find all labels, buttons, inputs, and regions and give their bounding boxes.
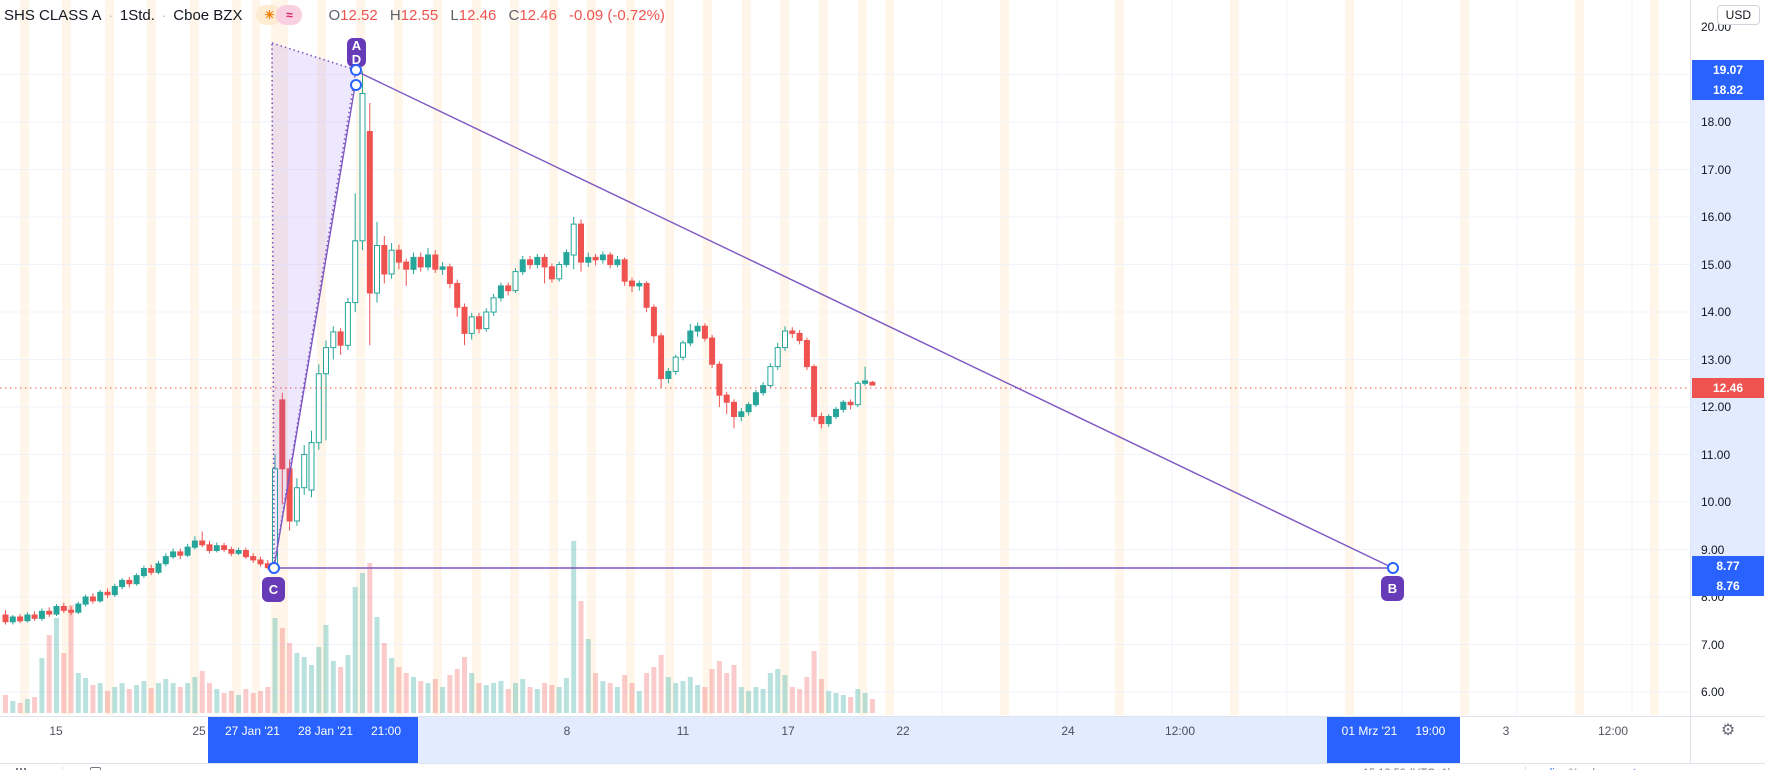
price-axis-badge-8.77[interactable]: 8.77 — [1692, 556, 1764, 576]
separator-dot: · — [161, 7, 167, 23]
price-axis-label: 9.00 — [1701, 543, 1725, 557]
separator-dot: · — [108, 7, 113, 23]
price-axis-badge-19.07[interactable]: 19.07 — [1692, 60, 1764, 80]
price-axis-label: 11.00 — [1701, 448, 1731, 462]
drawing-point-label-b[interactable]: B — [1381, 576, 1404, 601]
sunrise-premarket-icon[interactable]: ☀ — [256, 5, 283, 25]
price-axis-label: 14.00 — [1701, 305, 1732, 319]
footer-divider — [62, 766, 63, 770]
drawing-handle-d[interactable] — [350, 79, 362, 91]
time-axis-label: 22 — [896, 724, 910, 738]
high-value: 12.55 — [400, 6, 439, 24]
open-value: 12.52 — [340, 6, 378, 24]
scale-settings-group: adj% log auto — [1540, 767, 1657, 770]
change-value: -0.09 (-0.72%) — [569, 6, 665, 24]
price-axis-label: 16.00 — [1701, 210, 1732, 224]
bottom-toolbar: 15:12:50 (UTC+1) adj% log auto — [0, 763, 1765, 770]
volume-series — [3, 541, 875, 713]
price-axis-label: 15.00 — [1701, 258, 1732, 272]
scale-mode-adj[interactable]: adj — [1540, 767, 1555, 770]
open-label: O — [328, 6, 341, 24]
drawing-point-label-c[interactable]: C — [262, 577, 285, 602]
price-axis-label: 6.00 — [1701, 685, 1725, 699]
price-axis-label: 10.00 — [1701, 495, 1732, 509]
interval-label[interactable]: 1Std. — [119, 6, 155, 24]
price-axis-label: 17.00 — [1701, 163, 1732, 177]
time-axis-label: 17 — [781, 724, 795, 738]
drawing-handle-c[interactable] — [268, 562, 280, 574]
clock-readout[interactable]: 15:12:50 (UTC+1) — [1363, 767, 1451, 770]
calendar-goto-icon[interactable] — [90, 767, 101, 770]
high-label: H — [389, 6, 401, 24]
time-axis-badge[interactable]: 27 Jan '21 28 Jan '21 21:00 — [208, 717, 418, 763]
price-axis-label: 7.00 — [1701, 638, 1725, 652]
drawing-handle-a[interactable] — [350, 64, 362, 76]
low-label: L — [450, 6, 459, 24]
footer-divider — [1525, 766, 1526, 770]
drawing-handle-b[interactable] — [1387, 562, 1399, 574]
time-axis-label: 15 — [49, 724, 63, 738]
price-axis-label: 13.00 — [1701, 353, 1732, 367]
chart-plot-area[interactable] — [0, 0, 1690, 763]
price-axis-label: 12.00 — [1701, 400, 1732, 414]
time-axis-label: 3 — [1502, 724, 1510, 738]
symbol-name[interactable]: SHS CLASS A — [4, 6, 102, 24]
close-value: 12.46 — [519, 6, 557, 24]
gear-settings-icon[interactable]: ⚙ — [1720, 722, 1736, 739]
close-label: C — [508, 6, 520, 24]
price-axis-badge-12.46[interactable]: 12.46 — [1692, 378, 1764, 398]
price-axis-label: 18.00 — [1701, 115, 1732, 129]
axis-corner-cell: ⚙ — [1690, 716, 1765, 763]
candlestick-series — [2, 71, 876, 625]
ohlc-readout: O12.52 H12.55 L12.46 C12.46 -0.09 (-0.72… — [320, 7, 664, 24]
time-axis-selection-highlight — [418, 717, 1327, 763]
time-axis-label: 8 — [563, 724, 571, 738]
exchange-label[interactable]: Cboe BZX — [173, 6, 243, 24]
price-axis[interactable]: 20.00 18.00 17.00 16.00 15.00 14.00 13.00 12.00… — [1690, 0, 1765, 736]
price-axis-badge-8.76[interactable]: 8.76 — [1692, 576, 1764, 596]
time-axis-label: 12:00 — [1164, 724, 1196, 738]
triangle-pattern-drawing[interactable] — [271, 41, 1394, 569]
time-axis-label: 25 — [192, 724, 206, 738]
price-axis-selection-highlight — [1691, 100, 1765, 556]
approx-notes-icon[interactable]: ≈ — [276, 5, 303, 25]
price-axis-badge-18.82[interactable]: 18.82 — [1692, 80, 1764, 100]
low-value: 12.46 — [458, 6, 497, 24]
time-axis-label: 12:00 — [1597, 724, 1629, 738]
symbol-header: SHS CLASS A · 1Std. · Cboe BZX ☀ ≈ O12.5… — [4, 5, 665, 25]
scale-mode-%[interactable]: % — [1569, 767, 1579, 770]
time-axis-label: 11 — [676, 724, 690, 738]
time-axis-badge[interactable]: 01 Mrz '21 19:00 — [1327, 717, 1460, 763]
scale-mode-auto[interactable]: auto — [1621, 767, 1642, 770]
scale-mode-log[interactable]: log — [1592, 767, 1607, 770]
bars-range-icon[interactable] — [16, 767, 26, 770]
time-axis-label: 24 — [1061, 724, 1075, 738]
time-axis[interactable]: 15 25 8 11 17 22 24 12:00 3 12:00 27 Jan '21 28 Jan… — [0, 716, 1690, 763]
currency-button[interactable]: USD — [1716, 5, 1760, 25]
